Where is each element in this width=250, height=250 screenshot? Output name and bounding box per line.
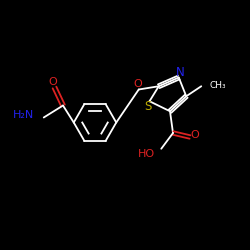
Text: O: O <box>133 79 142 89</box>
Text: O: O <box>48 77 57 87</box>
Text: N: N <box>176 66 184 78</box>
Text: CH₃: CH₃ <box>210 80 226 90</box>
Text: HO: HO <box>138 149 155 159</box>
Text: H₂N: H₂N <box>12 110 34 120</box>
Text: O: O <box>191 130 200 140</box>
Text: S: S <box>144 100 151 113</box>
